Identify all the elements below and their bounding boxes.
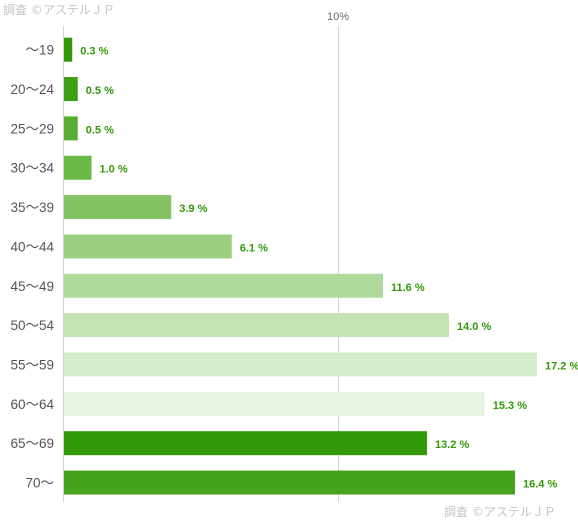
bar-3 — [64, 155, 92, 180]
watermark-bottom: 調査 ©アステルＪＰ — [444, 505, 556, 519]
category-label-7: 50〜54 — [10, 318, 54, 333]
value-label-3: 1.0 % — [100, 164, 128, 176]
category-label-3: 30〜34 — [10, 161, 54, 176]
bar-9 — [64, 391, 485, 416]
value-label-4: 3.9 % — [179, 203, 207, 215]
bar-7 — [64, 313, 449, 338]
category-label-4: 35〜39 — [10, 200, 54, 215]
value-label-0: 0.3 % — [80, 46, 108, 58]
category-label-6: 45〜49 — [10, 279, 54, 294]
bar-11 — [64, 470, 515, 495]
bar-2 — [64, 116, 78, 141]
bar-5 — [64, 234, 232, 259]
bar-8 — [64, 352, 537, 377]
category-label-2: 25〜29 — [10, 121, 54, 136]
bar-6 — [64, 273, 383, 298]
category-label-1: 20〜24 — [10, 82, 54, 97]
category-label-10: 65〜69 — [10, 436, 54, 451]
x-tick-label-0: 10% — [327, 11, 349, 23]
value-label-5: 6.1 % — [240, 242, 268, 254]
value-label-7: 14.0 % — [457, 321, 491, 333]
watermark-top: 調査 ©アステルＪＰ — [3, 3, 115, 17]
value-label-11: 16.4 % — [523, 479, 557, 491]
bar-10 — [64, 431, 427, 456]
bar-4 — [64, 195, 172, 220]
bar-1 — [64, 77, 78, 102]
value-label-1: 0.5 % — [86, 85, 114, 97]
value-label-2: 0.5 % — [86, 124, 114, 136]
category-label-5: 40〜44 — [10, 239, 54, 254]
category-label-11: 70〜 — [25, 476, 54, 491]
value-label-9: 15.3 % — [493, 400, 527, 412]
value-label-6: 11.6 % — [391, 282, 425, 294]
bar-0 — [64, 37, 73, 62]
value-label-10: 13.2 % — [435, 439, 469, 451]
value-label-8: 17.2 % — [545, 360, 578, 372]
category-label-0: 〜19 — [25, 43, 54, 58]
category-label-8: 55〜59 — [10, 357, 54, 372]
category-label-9: 60〜64 — [10, 397, 54, 412]
